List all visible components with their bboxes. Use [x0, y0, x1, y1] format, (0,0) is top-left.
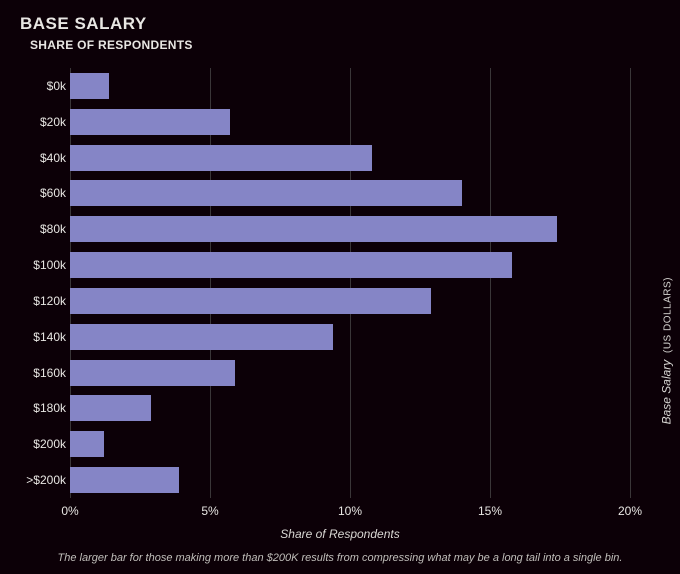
bar: [70, 216, 557, 242]
bar: [70, 180, 462, 206]
bar-row: [70, 73, 109, 99]
bar-row: [70, 467, 179, 493]
chart-subtitle: SHARE OF RESPONDENTS: [30, 38, 193, 52]
y-tick-label: $20k: [8, 115, 66, 129]
bar: [70, 73, 109, 99]
bar-row: [70, 288, 431, 314]
y-axis-title-text: Base Salary: [659, 360, 673, 425]
gridline: [630, 68, 631, 498]
chart-title: BASE SALARY: [20, 14, 147, 34]
x-tick-label: 5%: [201, 504, 218, 518]
bar: [70, 145, 372, 171]
y-tick-label: $0k: [8, 79, 66, 93]
bar-row: [70, 145, 372, 171]
y-tick-label: $200k: [8, 437, 66, 451]
x-axis-title: Share of Respondents: [0, 527, 680, 541]
y-tick-label: $40k: [8, 151, 66, 165]
x-tick-label: 10%: [338, 504, 362, 518]
plot-area: [70, 68, 630, 498]
bar: [70, 324, 333, 350]
bar-row: [70, 431, 104, 457]
y-tick-label: $160k: [8, 366, 66, 380]
bar-row: [70, 252, 512, 278]
bar-row: [70, 395, 151, 421]
bar-row: [70, 360, 235, 386]
bar: [70, 395, 151, 421]
gridline: [490, 68, 491, 498]
bar-row: [70, 109, 230, 135]
footnote: The larger bar for those making more tha…: [0, 552, 680, 564]
bar-row: [70, 216, 557, 242]
y-tick-label: $140k: [8, 330, 66, 344]
y-axis-title: Base Salary (US DOLLARS): [659, 277, 673, 424]
gridline: [350, 68, 351, 498]
bar: [70, 288, 431, 314]
bar: [70, 467, 179, 493]
bar: [70, 431, 104, 457]
bar: [70, 360, 235, 386]
x-tick-label: 0%: [61, 504, 78, 518]
y-tick-label: $100k: [8, 258, 66, 272]
bar-row: [70, 324, 333, 350]
y-tick-label: $60k: [8, 186, 66, 200]
y-tick-label: $180k: [8, 401, 66, 415]
bar-row: [70, 180, 462, 206]
x-tick-label: 20%: [618, 504, 642, 518]
bar: [70, 109, 230, 135]
y-tick-label: $80k: [8, 222, 66, 236]
y-axis-unit: (US DOLLARS): [662, 277, 673, 353]
bar: [70, 252, 512, 278]
x-tick-label: 15%: [478, 504, 502, 518]
y-tick-label: >$200k: [8, 473, 66, 487]
y-tick-label: $120k: [8, 294, 66, 308]
